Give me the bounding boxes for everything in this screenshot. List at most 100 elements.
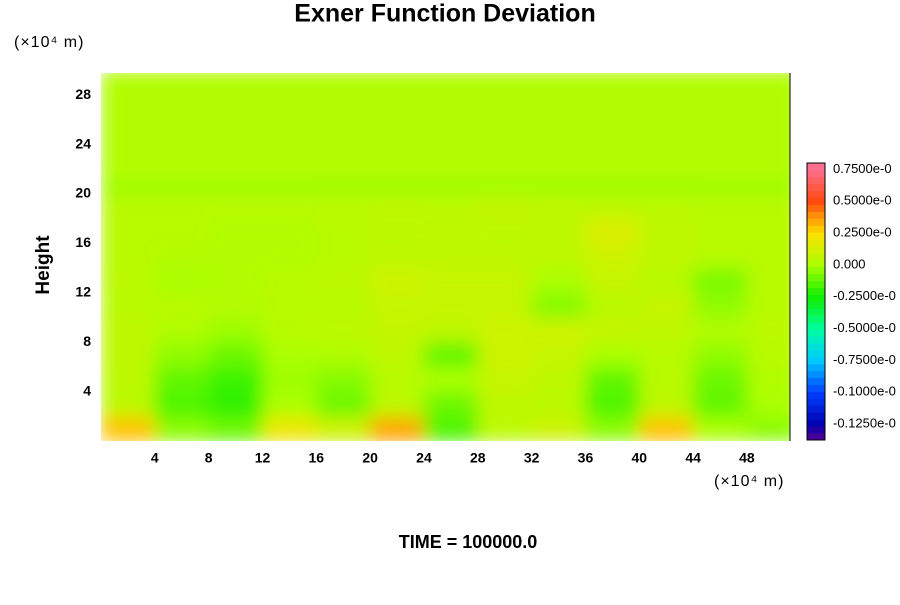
cell xyxy=(423,243,479,269)
cell xyxy=(101,181,156,195)
cell xyxy=(370,391,425,417)
cell xyxy=(477,243,533,269)
cell xyxy=(531,366,586,393)
cell xyxy=(370,342,425,368)
cell xyxy=(370,243,425,269)
cell xyxy=(101,391,156,417)
y-tick-label: 16 xyxy=(75,234,91,250)
cell xyxy=(693,416,748,441)
cell xyxy=(693,268,748,294)
cell xyxy=(531,292,586,319)
colorbar-band xyxy=(807,266,825,275)
colorbar-tick-label: 0.7500e-0 xyxy=(833,161,892,176)
cell xyxy=(477,292,533,319)
cell xyxy=(262,268,317,294)
colorbar-band xyxy=(807,211,825,219)
colorbar-band xyxy=(807,204,825,212)
x-tick-label: 16 xyxy=(309,450,325,466)
cell xyxy=(693,73,748,146)
cell xyxy=(423,181,479,195)
colorbar-tick-label: -0.1000e-0 xyxy=(833,384,896,399)
cell xyxy=(208,342,263,368)
cell xyxy=(154,181,210,195)
cell xyxy=(746,292,790,319)
cell xyxy=(208,194,263,220)
cell xyxy=(531,416,586,441)
cell xyxy=(639,391,694,417)
colorbar-band xyxy=(807,343,825,351)
cell xyxy=(208,366,263,393)
cell xyxy=(746,194,790,220)
colorbar-band xyxy=(807,356,825,365)
cell xyxy=(316,292,371,319)
cell xyxy=(154,268,210,294)
cell xyxy=(531,268,586,294)
cell xyxy=(208,391,263,417)
cell xyxy=(316,181,371,195)
colorbar-band xyxy=(807,183,825,192)
cell xyxy=(423,317,479,343)
cell xyxy=(639,194,694,220)
cell xyxy=(316,243,371,269)
x-tick-label: 40 xyxy=(631,450,647,466)
cell xyxy=(101,342,156,368)
cell xyxy=(370,292,425,319)
colorbar-band xyxy=(807,197,825,205)
cell xyxy=(585,218,640,244)
colorbar-band xyxy=(807,370,825,379)
cell xyxy=(154,218,210,244)
colorbar-band xyxy=(807,398,825,406)
cell xyxy=(262,73,317,146)
cell xyxy=(154,317,210,343)
cell xyxy=(639,416,694,441)
colorbar-band xyxy=(807,336,825,344)
cell xyxy=(639,342,694,368)
colorbar-band xyxy=(807,225,825,233)
cell xyxy=(585,292,640,319)
cell xyxy=(101,194,156,220)
x-tick-label: 12 xyxy=(255,450,271,466)
cell xyxy=(208,416,263,441)
x-tick-label: 20 xyxy=(362,450,378,466)
cell xyxy=(639,317,694,343)
cell xyxy=(423,73,479,146)
cell xyxy=(154,73,210,146)
cell xyxy=(423,342,479,368)
cell xyxy=(531,342,586,368)
cell xyxy=(262,366,317,393)
colorbar-band xyxy=(807,377,825,385)
cell xyxy=(316,268,371,294)
cell xyxy=(262,181,317,195)
cell xyxy=(370,366,425,393)
cell xyxy=(477,268,533,294)
cell xyxy=(585,317,640,343)
cell xyxy=(262,292,317,319)
cell xyxy=(693,317,748,343)
cell xyxy=(208,268,263,294)
cell xyxy=(477,391,533,417)
cell xyxy=(477,144,533,183)
x-tick-label: 8 xyxy=(205,450,213,466)
cell xyxy=(101,416,156,441)
cell xyxy=(101,292,156,319)
cell xyxy=(154,144,210,183)
cell xyxy=(208,73,263,146)
cell xyxy=(262,243,317,269)
cell xyxy=(639,218,694,244)
colorbar-band xyxy=(807,329,825,337)
colorbar-band xyxy=(807,246,825,254)
cell xyxy=(639,292,694,319)
cell xyxy=(154,342,210,368)
axes: 4 8 12 16 20 24 28 32 36 40 44 484812162024280.7500… xyxy=(75,73,896,466)
cell xyxy=(154,416,210,441)
x-tick-label: 4 xyxy=(151,450,159,466)
cell xyxy=(262,416,317,441)
colorbar-band xyxy=(807,315,825,323)
cell xyxy=(639,243,694,269)
y-tick-label: 12 xyxy=(75,284,91,300)
cell xyxy=(316,317,371,343)
colorbar-band xyxy=(807,218,825,226)
colorbar-band xyxy=(807,405,825,413)
cell xyxy=(693,218,748,244)
